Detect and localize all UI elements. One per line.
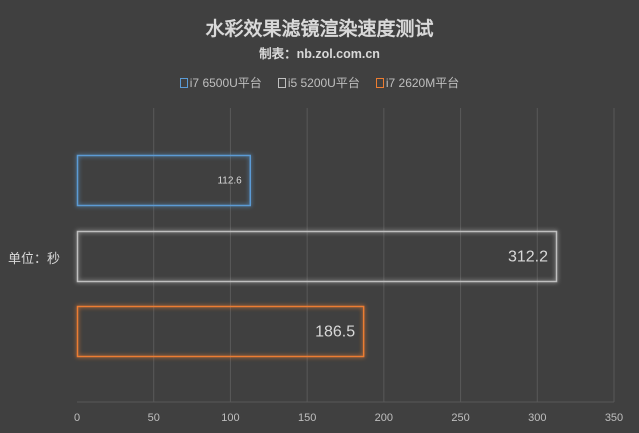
bar bbox=[76, 230, 558, 283]
x-tick-label: 250 bbox=[451, 412, 469, 424]
legend-label: i7 2620M平台 bbox=[385, 76, 460, 90]
legend-swatch bbox=[179, 77, 188, 88]
legend-item: i5 5200U平台 bbox=[277, 74, 360, 91]
y-axis-label: 单位：秒 bbox=[8, 251, 61, 266]
legend-label: i5 5200U平台 bbox=[287, 76, 360, 90]
bar bbox=[76, 305, 365, 358]
legend-item: i7 6500U平台 bbox=[179, 74, 262, 91]
legend-swatch bbox=[277, 77, 286, 88]
legend-swatch bbox=[375, 77, 384, 88]
x-tick-label: 200 bbox=[375, 412, 393, 424]
data-label: 312.2 bbox=[508, 249, 548, 266]
x-tick-label: 150 bbox=[298, 412, 316, 424]
data-label: 186.5 bbox=[315, 324, 355, 341]
x-tick-label: 300 bbox=[528, 412, 546, 424]
bar bbox=[76, 154, 252, 207]
x-tick-label: 100 bbox=[221, 412, 239, 424]
chart-title: 水彩效果滤镜渲染速度测试 bbox=[205, 19, 434, 40]
legend: i7 6500U平台 i5 5200U平台 i7 2620M平台 bbox=[0, 74, 639, 91]
x-tick-label: 50 bbox=[148, 412, 160, 424]
legend-item: i7 2620M平台 bbox=[375, 74, 460, 91]
x-tick-label: 0 bbox=[74, 412, 80, 424]
x-tick-label: 350 bbox=[605, 412, 623, 424]
legend-label: i7 6500U平台 bbox=[189, 76, 262, 90]
chart-subtitle: 制表：nb.zol.com.cn bbox=[259, 47, 380, 61]
data-label: 112.6 bbox=[217, 176, 242, 187]
